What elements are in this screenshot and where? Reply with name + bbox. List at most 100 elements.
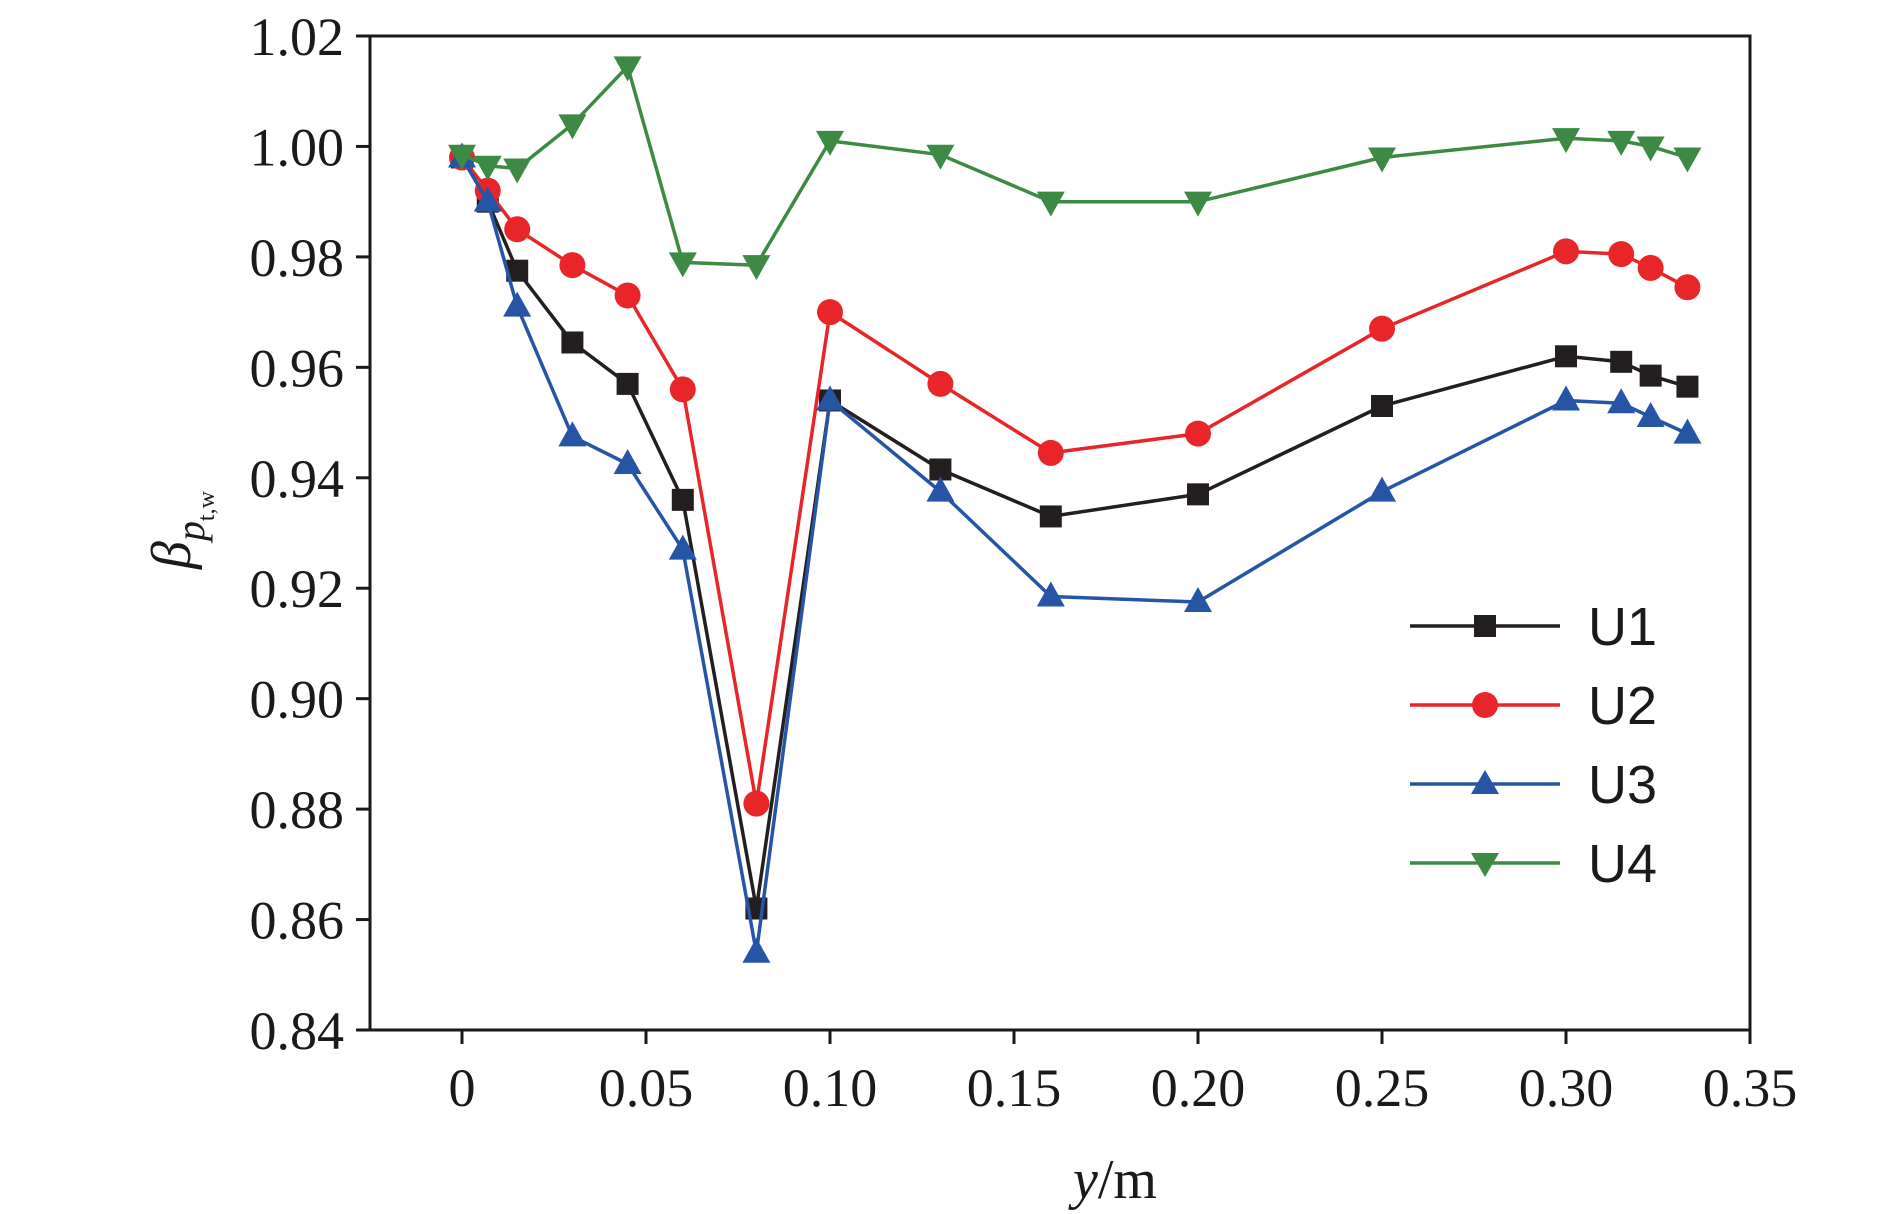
plot-layer: 0 0.05 0.10 0.15 0.20 0.25 0.30 0.35 0.84 0.86 0.8… (250, 7, 1798, 1118)
legend-label-u2: U2 (1588, 676, 1657, 736)
y-tick-label: 0.98 (250, 228, 345, 288)
data-point-u1 (1610, 350, 1633, 373)
data-point-u3 (558, 421, 587, 447)
data-point-u4 (668, 252, 697, 278)
legend-entry-u1: U1 (1410, 597, 1657, 657)
data-point-u4 (1184, 191, 1212, 217)
data-point-u4 (448, 144, 476, 170)
legend-entry-u3: U3 (1410, 755, 1657, 815)
x-tick-label: 0.25 (1335, 1058, 1430, 1118)
data-point-u2 (669, 376, 696, 403)
x-axis-title: y/m (1068, 1149, 1157, 1211)
legend-entry-u2: U2 (1410, 676, 1657, 736)
data-point-u3 (816, 385, 844, 411)
series-line-u3 (460, 156, 1689, 955)
y-tick-label: 0.92 (250, 559, 345, 619)
y-tick-label: 0.86 (250, 891, 345, 951)
series-u1 (451, 146, 1699, 920)
data-point-u4 (1552, 128, 1580, 154)
data-point-u3 (1552, 385, 1580, 411)
y-tick-label: 1.00 (250, 117, 345, 177)
data-point-u3 (668, 534, 697, 560)
x-tick-label: 0.10 (783, 1058, 878, 1118)
y-axis-title: βpt,w (141, 490, 220, 570)
x-axis-title-unit: /m (1098, 1149, 1157, 1211)
data-point-u4 (1673, 147, 1702, 173)
plot-frame (368, 34, 1752, 1032)
x-tick-label: 0.30 (1519, 1058, 1614, 1118)
data-point-u4 (1607, 130, 1636, 156)
series-line-u1 (460, 156, 1688, 911)
legend-label-u3: U3 (1588, 755, 1657, 815)
data-point-u3 (613, 448, 642, 474)
data-point-u3 (503, 291, 532, 317)
y-tick-label: 1.02 (250, 7, 345, 67)
x-axis-title-variable: y (1068, 1149, 1098, 1211)
data-point-u3 (1607, 388, 1636, 414)
data-point-u4 (503, 158, 532, 184)
data-point-u3 (1184, 587, 1212, 613)
data-point-u4 (558, 114, 587, 140)
y-tick-label: 0.94 (250, 449, 345, 509)
data-point-u3 (742, 937, 771, 963)
data-point-u1 (561, 331, 584, 354)
series-line-u2 (460, 156, 1689, 806)
data-point-u4 (926, 144, 955, 170)
data-point-u2 (1637, 254, 1664, 281)
x-tick-label: 0.35 (1703, 1058, 1798, 1118)
data-point-u1 (1371, 394, 1393, 417)
data-point-u2 (559, 252, 586, 279)
data-point-u1 (616, 372, 639, 395)
data-point-u4 (613, 56, 642, 82)
series-u3 (448, 142, 1702, 963)
data-point-u1 (1676, 375, 1699, 398)
data-point-u2 (743, 790, 770, 817)
data-point-u4 (742, 255, 771, 281)
data-point-u1 (1039, 505, 1062, 528)
data-point-u1 (1187, 483, 1209, 506)
data-point-u1 (506, 259, 529, 282)
y-tick-label: 0.90 (250, 670, 345, 730)
series-line-u4 (461, 64, 1688, 267)
data-point-u2 (1369, 315, 1395, 342)
data-point-u4 (1636, 136, 1665, 162)
legend-label-u1: U1 (1588, 597, 1657, 657)
y-axis-title-symbol: β (141, 541, 203, 570)
y-tick-label: 0.88 (250, 780, 345, 840)
data-point-u2 (504, 216, 531, 243)
series-u4 (448, 56, 1702, 281)
data-point-u2 (817, 299, 843, 326)
data-point-u2 (1674, 274, 1701, 301)
data-point-u1 (929, 458, 952, 481)
data-point-u3 (1368, 476, 1396, 502)
data-point-u3 (926, 476, 955, 502)
data-point-u2 (1037, 439, 1064, 466)
data-point-u1 (1639, 364, 1662, 387)
data-point-u3 (1673, 418, 1702, 444)
x-tick-label: 0.20 (1151, 1058, 1246, 1118)
data-point-u3 (473, 186, 502, 212)
data-point-u2 (614, 282, 641, 309)
data-point-u3 (1636, 402, 1665, 428)
x-tick-label: 0.15 (967, 1058, 1062, 1118)
y-axis-title-subscript: p (168, 521, 213, 544)
data-point-u4 (473, 155, 502, 181)
data-point-u4 (816, 130, 844, 156)
data-point-u2 (1608, 241, 1635, 268)
legend-entry-u4: U4 (1410, 834, 1657, 894)
y-tick-label: 0.96 (250, 338, 345, 398)
data-point-u2 (1185, 420, 1211, 447)
data-point-u1 (1555, 345, 1577, 368)
data-point-u4 (1368, 147, 1396, 173)
data-point-u2 (1553, 238, 1579, 265)
x-tick-label: 0.05 (599, 1058, 694, 1118)
x-tick-label: 0 (449, 1058, 476, 1118)
data-point-u3 (1036, 581, 1065, 607)
legend-label-u4: U4 (1588, 834, 1657, 894)
data-point-u1 (671, 488, 694, 511)
data-point-u4 (1036, 191, 1065, 217)
legend: U1 U2 U3 U4 (1410, 597, 1657, 894)
y-axis-title-subsubscript: t,w (194, 490, 220, 521)
y-tick-label: 0.84 (250, 1001, 345, 1061)
